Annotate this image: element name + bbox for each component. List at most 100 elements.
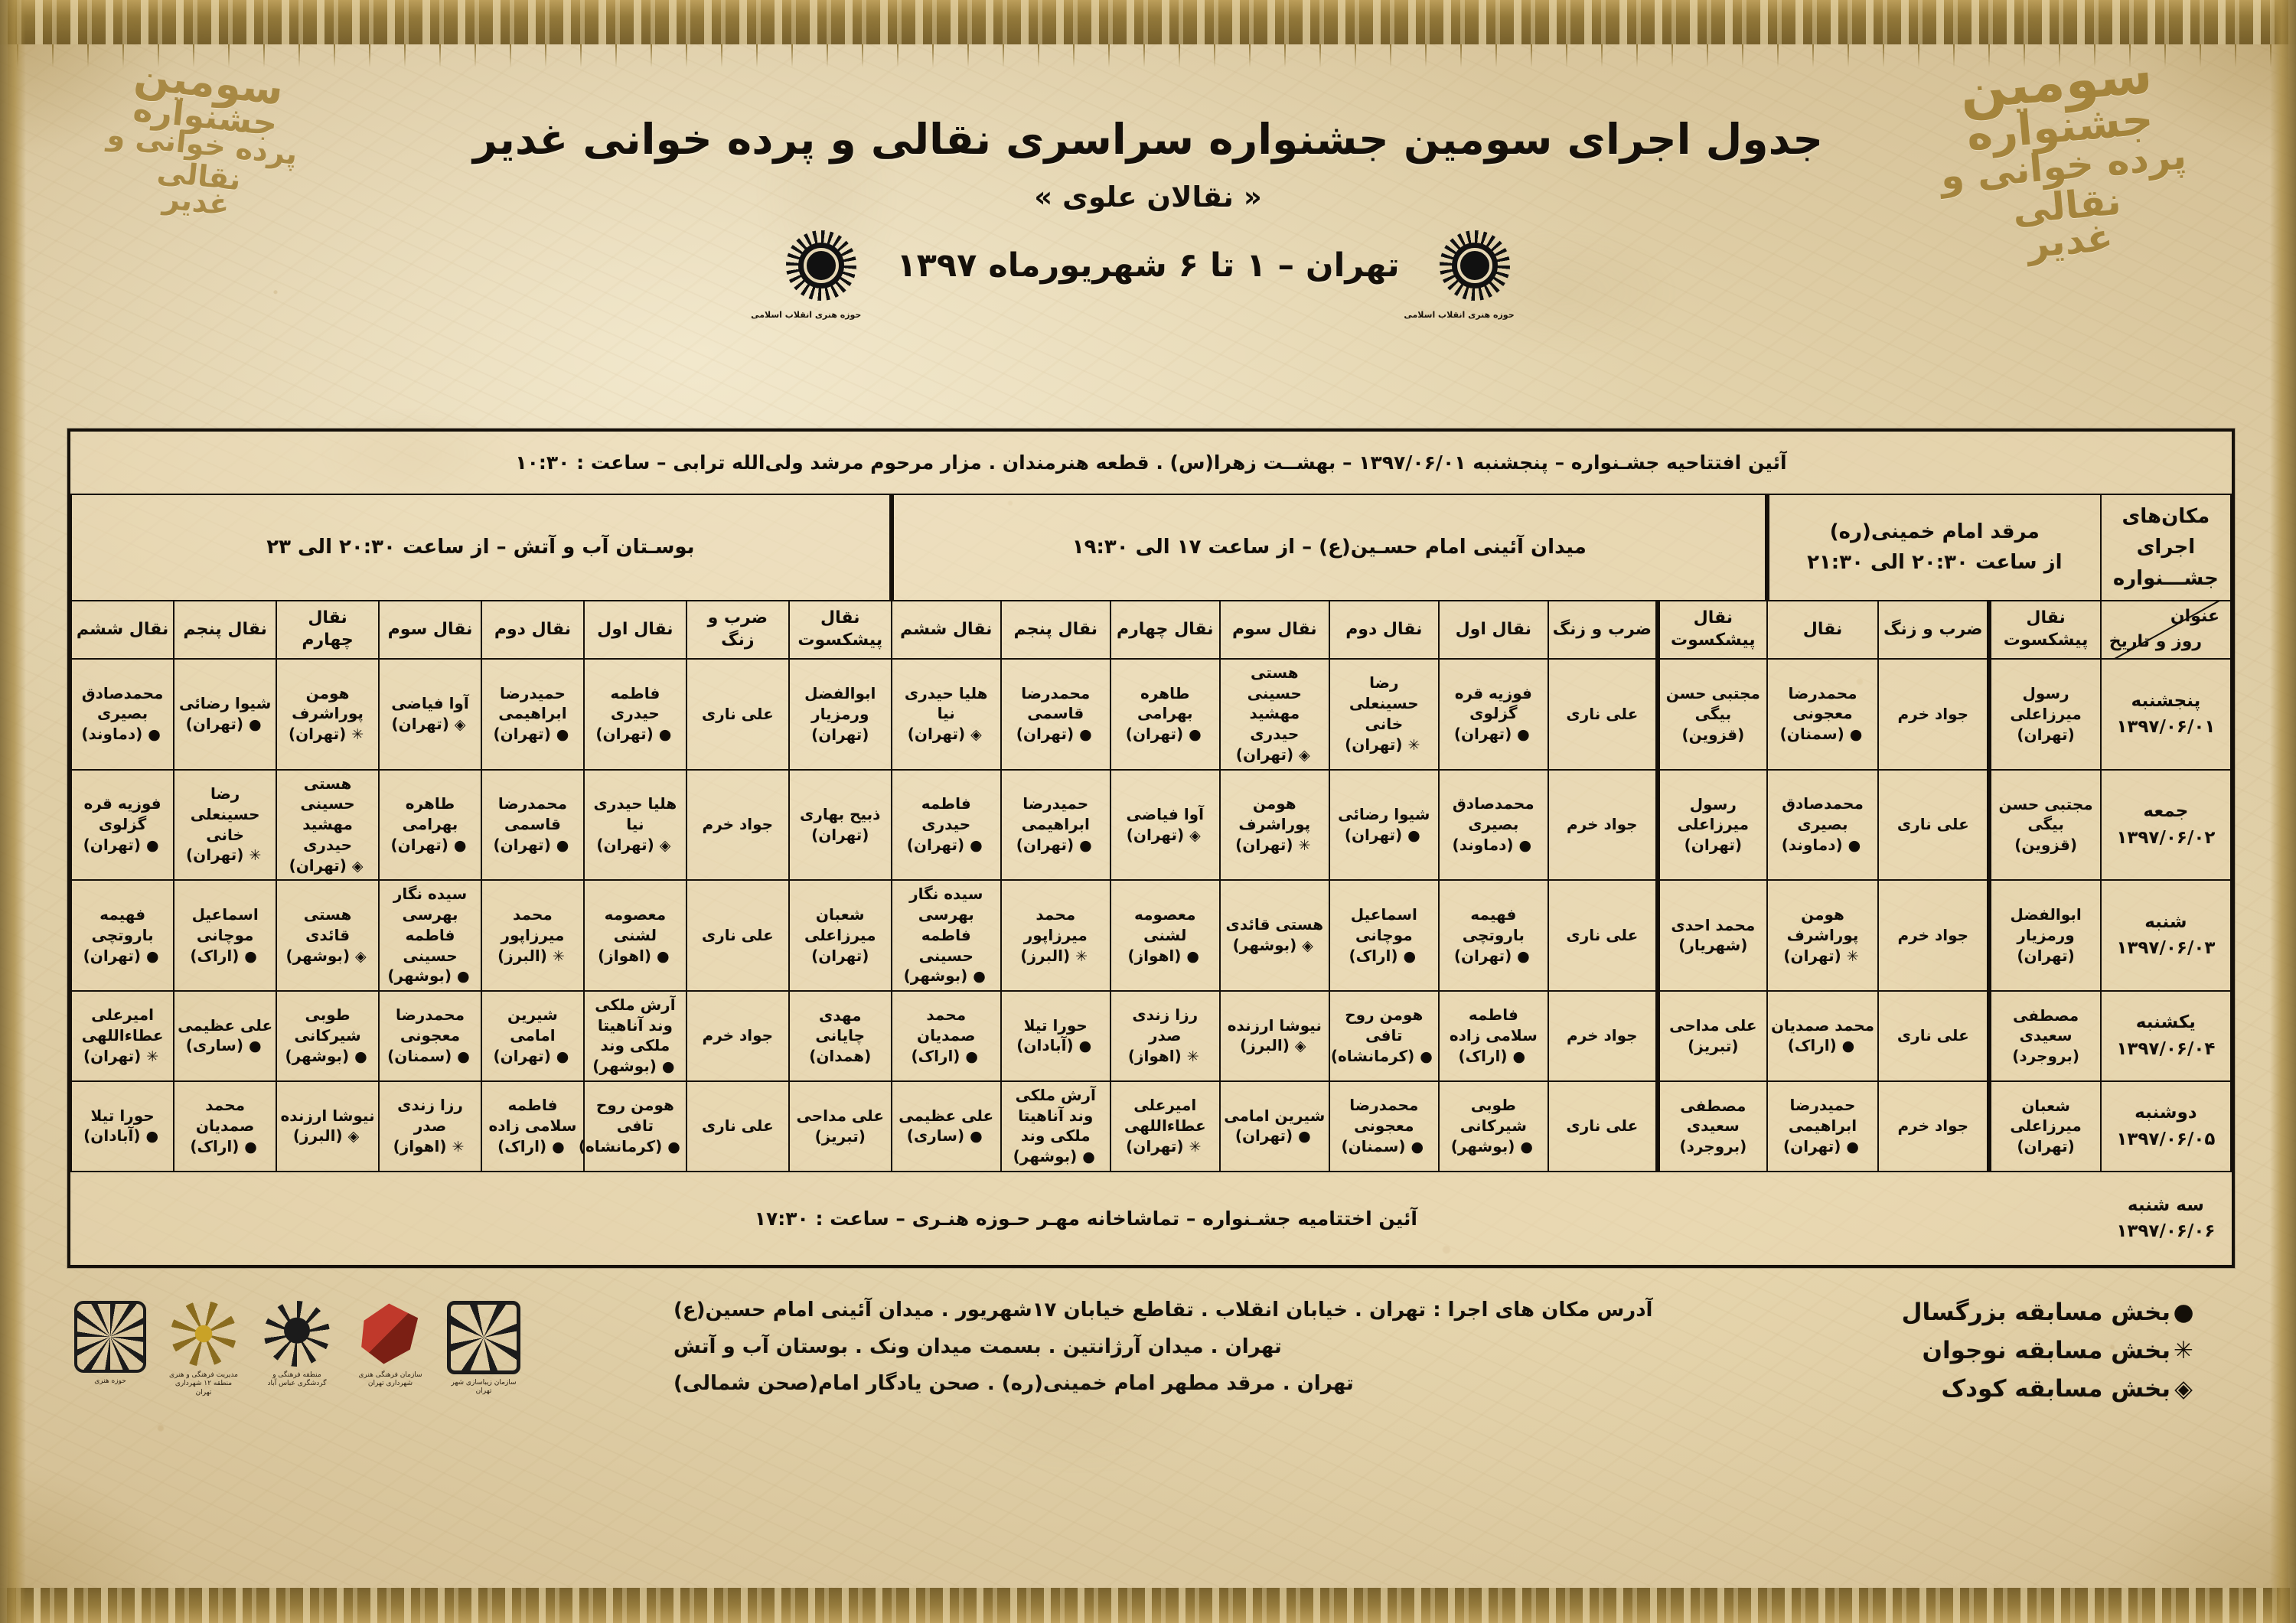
category-mark-icon: ✳ bbox=[1298, 836, 1311, 854]
category-mark-icon: ● bbox=[145, 836, 159, 854]
legend-label: بخش مسابقه نوجوان bbox=[1922, 1337, 2170, 1365]
performer-origin: ✳ (تهران) bbox=[1235, 835, 1311, 854]
performer-origin: ● (تهران) bbox=[1783, 1136, 1859, 1155]
column-header-middle-4: نقال سوم bbox=[1218, 599, 1330, 660]
category-mark-icon: ● bbox=[556, 726, 569, 744]
category-mark-icon: ● bbox=[244, 1138, 257, 1155]
performer-origin: (شهریار) bbox=[1678, 936, 1748, 955]
performer-name: آوا فیاضی bbox=[1126, 804, 1204, 823]
performer-origin: ◈ (تهران) bbox=[391, 714, 466, 733]
row-day: شنبه bbox=[2144, 911, 2187, 932]
category-mark-icon: ◈ bbox=[351, 857, 364, 875]
performer-cell-middle-3: رضا حسینعلی خانی ✳ (تهران) bbox=[1328, 657, 1440, 771]
performer-cell-left-1: جواد خرم bbox=[685, 989, 790, 1082]
performer-origin: ● (اهواز) bbox=[1127, 946, 1199, 965]
performer-origin: ● (تهران) bbox=[493, 835, 569, 854]
performer-name: رسول میرزاعلی bbox=[2010, 684, 2082, 723]
performer-cell-left-2: معصومه لشنی ● (اهواز) bbox=[582, 879, 687, 992]
closing-ceremony-row: سه شنبه ۱۳۹۷/۰۶/۰۶ آئین اختتامیه جشـنواره … bbox=[71, 1170, 2231, 1265]
performer-cell-left-3: حمیدرضا ابراهیمی ● (تهران) bbox=[480, 657, 585, 771]
performer-name: حورا تیلا bbox=[90, 1106, 155, 1125]
performer-name: جواد خرم bbox=[1897, 704, 1969, 723]
category-mark-icon: ● bbox=[1420, 1048, 1433, 1065]
performer-cell-middle-0: علی مداحی (تبریز) bbox=[1655, 989, 1768, 1082]
performer-name: هستی حسینی مهشید حیدری bbox=[1247, 663, 1302, 744]
performer-origin: ◈ (البرز) bbox=[1240, 1036, 1306, 1055]
performer-cell-left-0: ذبیح بهاری (تهران) bbox=[788, 768, 892, 882]
performer-origin: ● (اراک) bbox=[497, 1136, 565, 1155]
performer-name: محمدرضا معجونی bbox=[1788, 683, 1857, 723]
district12-logo bbox=[171, 1301, 236, 1367]
category-mark-icon: ● bbox=[1520, 1138, 1533, 1155]
performer-name: سیده نگار بهرسی فاطمه حسینی bbox=[393, 885, 468, 965]
performer-origin: ◈ (البرز) bbox=[292, 1126, 360, 1146]
performer-cell-middle-6: حمیدرضا ابراهیمی ● (تهران) bbox=[1000, 768, 1111, 882]
performer-cell-left-1: جواد خرم bbox=[685, 768, 790, 882]
performer-name: علی مداحی bbox=[796, 1106, 884, 1126]
performer-cell-middle-4: نیوشا ارزنده ◈ (البرز) bbox=[1218, 989, 1330, 1082]
column-header-middle-6: نقال پنجم bbox=[1000, 599, 1111, 660]
performer-origin: ● (اراک) bbox=[1349, 946, 1417, 965]
performer-name: هستی قائدی bbox=[1225, 915, 1324, 934]
performer-cell-middle-3: اسماعیل موچانی ● (اراک) bbox=[1328, 879, 1440, 992]
row-date: ۱۳۹۷/۰۶/۰۲ bbox=[2116, 827, 2216, 848]
category-mark-icon: ● bbox=[354, 1048, 367, 1065]
performer-cell-left-4: محمدرضا معجونی ● (سمنان) bbox=[378, 989, 482, 1082]
category-mark-icon: ● bbox=[1512, 1048, 1526, 1065]
date-cell: یکشنبه ۱۳۹۷/۰۶/۰۴ bbox=[2099, 989, 2232, 1082]
category-mark-icon: ● bbox=[973, 968, 986, 986]
category-mark-icon: ● bbox=[1849, 726, 1863, 744]
performer-cell-right-2: محمدصادق بصیری ● (دماوند) bbox=[1766, 768, 1880, 882]
venue-cell-bustan-ab-atash: بوسـتان آب و آتش – از ساعت ۲۰:۳۰ الی ۲۳ bbox=[70, 494, 892, 601]
performer-name: جواد خرم bbox=[1567, 815, 1638, 834]
category-mark-icon: ● bbox=[1517, 947, 1530, 965]
venue-right-name: مرقد امام خمینی(ره) bbox=[1829, 520, 2040, 544]
sponsor-name: سازمان فرهنگی هنری شهرداری تهران bbox=[358, 1371, 422, 1388]
performer-name: هومن روح تافی bbox=[595, 1096, 674, 1136]
performer-name: طوبی شیرکانی bbox=[1459, 1096, 1527, 1136]
performer-origin: ◈ (بوشهر) bbox=[285, 946, 367, 965]
performer-name: هومن روح تافی bbox=[1345, 1005, 1424, 1045]
performer-name: حورا تیلا bbox=[1023, 1015, 1088, 1035]
performer-cell-left-0: علی مداحی (تبریز) bbox=[788, 1080, 892, 1172]
performer-cell-right-0: شعبان میرزاعلی (تهران) bbox=[1987, 1080, 2102, 1172]
performer-name: سیده نگار بهرسی فاطمه حسینی bbox=[909, 885, 983, 965]
performer-name: محمد میرزاپور bbox=[1023, 904, 1088, 944]
category-mark-icon: ● bbox=[667, 1138, 680, 1155]
category-mark-icon: ● bbox=[556, 1048, 569, 1065]
performer-name: جواد خرم bbox=[702, 1026, 774, 1045]
opening-ceremony-row: آئین افتتاحیه جشـنواره – پنجشنبه ۱۳۹۷/۰۶… bbox=[71, 432, 2231, 495]
category-mark-icon: ◈ bbox=[1299, 747, 1310, 764]
performer-cell-left-3: فاطمه سلامی زاده ● (اراک) bbox=[480, 1080, 585, 1172]
performer-name: آوا فیاضی bbox=[391, 694, 469, 713]
performer-origin: ● (تهران) bbox=[83, 946, 159, 965]
diamond-icon: ◈ bbox=[2174, 1375, 2193, 1403]
performer-cell-left-1: علی ناری bbox=[685, 1080, 790, 1172]
sponsor-name: مدیریت فرهنگی و هنری منطقه ۱۲ شهرداری ته… bbox=[169, 1371, 238, 1396]
performer-name: محمدصادق بصیری bbox=[81, 683, 164, 723]
performer-name: هستی حسینی مهشید حیدری bbox=[300, 774, 355, 854]
performer-origin: ✳ (تهران) bbox=[1126, 1136, 1202, 1155]
category-mark-icon: ● bbox=[1082, 1149, 1095, 1166]
category-mark-icon: ● bbox=[657, 947, 670, 965]
performer-cell-left-3: شیرین امامی ● (تهران) bbox=[480, 989, 585, 1082]
closing-date-cell: سه شنبه ۱۳۹۷/۰۶/۰۶ bbox=[2100, 1170, 2231, 1265]
performer-name: علی عظیمی bbox=[178, 1015, 273, 1035]
column-header-left-5: نقال چهارم bbox=[276, 599, 380, 660]
row-day: جمعه bbox=[2143, 801, 2189, 822]
category-mark-icon: ● bbox=[1078, 1038, 1092, 1055]
seal-caption: حوزه هنری انقلاب اسلامی bbox=[1404, 310, 1515, 320]
performer-cell-left-5: هستی قائدی ◈ (بوشهر) bbox=[276, 879, 380, 992]
row-day: پنجشنبه bbox=[2131, 690, 2201, 711]
performer-origin: (تبریز) bbox=[814, 1126, 866, 1146]
category-mark-icon: ● bbox=[965, 1048, 978, 1065]
performer-origin: ● (آبادان) bbox=[83, 1126, 159, 1146]
performer-origin: (تبریز) bbox=[1688, 1036, 1739, 1055]
performer-cell-middle-2: طوبی شیرکانی ● (بوشهر) bbox=[1437, 1080, 1549, 1172]
performer-origin: ● (دماوند) bbox=[1781, 835, 1861, 854]
category-mark-icon: ◈ bbox=[355, 947, 367, 965]
performer-name: حمیدرضا ابراهیمی bbox=[1788, 1096, 1857, 1136]
closing-day: سه شنبه bbox=[2127, 1194, 2204, 1215]
row-day: دوشنبه bbox=[2135, 1103, 2197, 1123]
performer-name: حمیدرضا ابراهیمی bbox=[1021, 794, 1090, 834]
